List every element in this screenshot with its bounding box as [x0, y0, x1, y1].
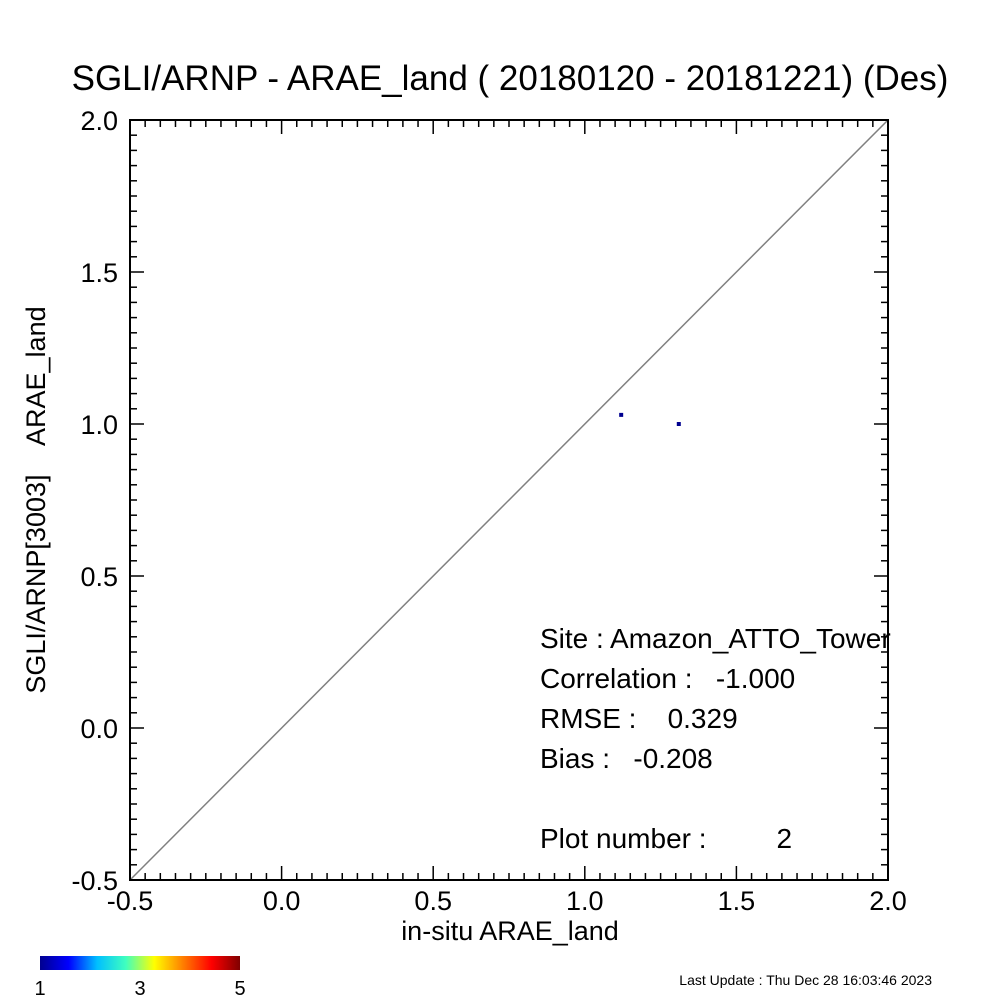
data-points	[619, 412, 681, 426]
x-tick-label: 1.0	[566, 886, 604, 916]
y-tick-label: 1.0	[80, 410, 118, 440]
y-tick-label: 2.0	[80, 106, 118, 136]
x-tick-label: 2.0	[869, 886, 907, 916]
correlation-label: Correlation : -1.000	[540, 663, 795, 694]
colorbar-gradient	[40, 956, 240, 970]
y-axis-label: SGLI/ARNP[3003] ARAE_land	[21, 306, 51, 693]
y-tick-label: -0.5	[71, 866, 118, 896]
x-axis-label: in-situ ARAE_land	[401, 916, 619, 946]
one-to-one-line	[129, 119, 889, 881]
tick-labels: -0.5 0.0 0.5 1.0 1.5 2.0 -0.5 0.0 0.5 1.0 1.5 2.0	[71, 106, 906, 916]
x-tick-label: -0.5	[107, 886, 154, 916]
y-tick-label: 0.0	[80, 714, 118, 744]
x-tick-label: 1.5	[718, 886, 756, 916]
last-update-label: Last Update : Thu Dec 28 16:03:46 2023	[679, 972, 932, 988]
bias-label: Bias : -0.208	[540, 743, 713, 774]
rmse-label: RMSE : 0.329	[540, 703, 738, 734]
colorbar-mid-label: 3	[134, 978, 145, 1000]
y-tick-label: 1.5	[80, 258, 118, 288]
x-tick-label: 0.0	[263, 886, 301, 916]
data-point	[619, 412, 624, 417]
colorbar-min-label: 1	[34, 978, 45, 1000]
x-tick-label: 0.5	[414, 886, 452, 916]
stats-annotation: Site : Amazon_ATTO_Tower Correlation : -…	[540, 623, 891, 854]
y-tick-label: 0.5	[80, 562, 118, 592]
colorbar-max-label: 5	[234, 978, 245, 1000]
axis-ticks	[129, 119, 889, 881]
data-point	[676, 422, 681, 426]
plot-number-label: Plot number : 2	[540, 823, 792, 854]
plot-frame	[129, 119, 889, 881]
chart-title: SGLI/ARNP - ARAE_land ( 20180120 - 20181…	[72, 59, 949, 98]
colorbar: 1 3 5	[34, 956, 246, 1000]
site-label: Site : Amazon_ATTO_Tower	[540, 623, 891, 654]
